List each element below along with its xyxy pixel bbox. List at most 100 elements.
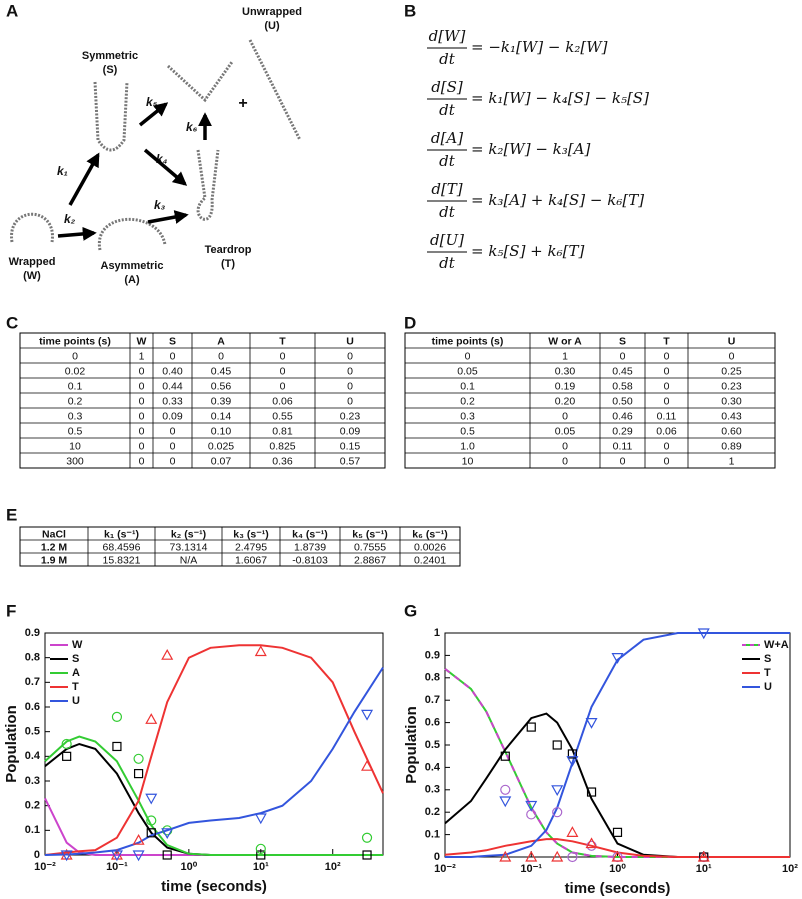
eq-denominator: dt: [439, 203, 456, 221]
data-point: [525, 800, 538, 812]
data-point: [552, 740, 562, 750]
data-point: [145, 793, 158, 805]
table-cell: 0: [139, 365, 145, 377]
table-border: [404, 332, 776, 469]
state-label: Unwrapped: [242, 6, 302, 18]
table-cell: 0: [347, 350, 353, 362]
data-point: [132, 850, 145, 862]
state-label: (U): [264, 20, 280, 32]
table-cell: 0.06: [656, 425, 677, 437]
table-cell: 2.8867: [354, 554, 386, 566]
panel-label: G: [404, 601, 417, 620]
eq-rhs: = k₁[W] − k₄[S] − k₅[S]: [471, 89, 649, 107]
table-header: k₆ (s⁻¹): [412, 528, 447, 540]
table-cell: 0.81: [272, 425, 293, 437]
dna-teardrop: [196, 149, 220, 221]
data-point: [162, 850, 172, 860]
table-cell: 0.09: [340, 425, 361, 437]
dna-asymmetric: [97, 217, 167, 251]
table-header: S: [169, 335, 176, 347]
table-cell: 10: [69, 440, 81, 452]
eq-rhs: = k₅[S] + k₆[T]: [471, 242, 584, 260]
table-cell: 0.15: [340, 440, 361, 452]
state-label: Asymmetric: [101, 260, 164, 272]
table-cell: 300: [66, 455, 84, 467]
table-header: W or A: [548, 335, 582, 347]
x-tick-label: 10¹: [253, 861, 269, 873]
table-cell: 0.39: [211, 395, 232, 407]
table-cell: 0: [465, 350, 471, 362]
table-header: W: [137, 335, 147, 347]
table-cell: 0: [170, 350, 176, 362]
eq-rhs: = k₃[A] + k₄[S] − k₆[T]: [471, 191, 644, 209]
data-point: [500, 784, 511, 795]
rate-label: k₃: [154, 198, 166, 212]
dna-unwrapped: [166, 61, 234, 103]
data-point: [161, 648, 174, 660]
plot-frame: [44, 632, 384, 856]
table-cell: 0.30: [721, 395, 742, 407]
data-point: [112, 741, 122, 752]
table-cell: 0: [280, 350, 286, 362]
table-cell: 0.19: [555, 380, 576, 392]
dna-unwrapped: [248, 39, 302, 141]
legend-label: T: [72, 681, 79, 693]
table-header: NaCl: [42, 528, 66, 540]
table-cell: 0: [218, 350, 224, 362]
plus: +: [238, 95, 247, 112]
table-header: A: [217, 335, 225, 347]
data-point: [133, 768, 144, 779]
table-cell: 0.05: [457, 365, 478, 377]
table-cell: 0.11: [613, 440, 633, 452]
table-cell: 0.36: [272, 455, 293, 467]
series-line: [445, 632, 790, 858]
data-point: [585, 837, 598, 849]
table-cell: 73.1314: [170, 541, 208, 553]
table-cell: 0.25: [721, 365, 742, 377]
legend-label: A: [72, 667, 80, 679]
y-tick-label: 0.4: [25, 750, 41, 762]
data-point: [567, 749, 578, 759]
y-tick-label: 0.1: [25, 824, 40, 836]
eq-rhs: = k₂[W] − k₃[A]: [471, 140, 590, 158]
data-point: [254, 813, 267, 825]
table-cell: 0.23: [340, 410, 361, 422]
table-cell: 0: [139, 380, 145, 392]
y-tick-label: 0.6: [425, 717, 440, 729]
rate-label: k₆: [186, 120, 198, 134]
data-point: [697, 628, 710, 640]
table-cell: 0: [664, 395, 670, 407]
data-point: [585, 718, 598, 729]
data-point: [110, 850, 123, 862]
y-tick-label: 0.8: [425, 672, 440, 684]
table-cell: 0: [729, 350, 735, 362]
data-point: [133, 753, 144, 764]
data-point: [500, 751, 510, 761]
table-cell: 0: [170, 440, 176, 452]
table-cell: 0: [347, 380, 353, 392]
y-tick-label: 0.9: [425, 649, 440, 661]
table-header: T: [279, 335, 286, 347]
y-tick-label: 0.6: [25, 701, 40, 713]
data-point: [499, 796, 512, 808]
table-cell: 0.57: [340, 455, 361, 467]
table-cell: 2.4795: [235, 541, 267, 553]
table-cell: -0.8103: [292, 554, 328, 566]
table-cell: 0.07: [211, 455, 232, 467]
y-tick-label: 0.5: [425, 739, 440, 751]
y-tick-label: 0.1: [425, 829, 440, 841]
table-cell: 1.6067: [235, 554, 267, 566]
table-cell: 0: [139, 410, 145, 422]
series-line: [44, 666, 384, 856]
table-cell: 0.43: [721, 410, 742, 422]
table-header: k₅ (s⁻¹): [352, 528, 387, 540]
arrow: [143, 148, 188, 186]
legend-label: U: [72, 695, 80, 707]
y-tick-label: 0.2: [25, 800, 40, 812]
series-line: [44, 797, 383, 856]
table-cell: N/A: [180, 554, 198, 566]
table-cell: 0: [139, 440, 145, 452]
eq-numerator: d[U]: [430, 231, 464, 249]
data-point: [566, 756, 579, 767]
diagram: Unwrapped (U) Symmetric (S) Wrapped (W) …: [9, 6, 302, 286]
